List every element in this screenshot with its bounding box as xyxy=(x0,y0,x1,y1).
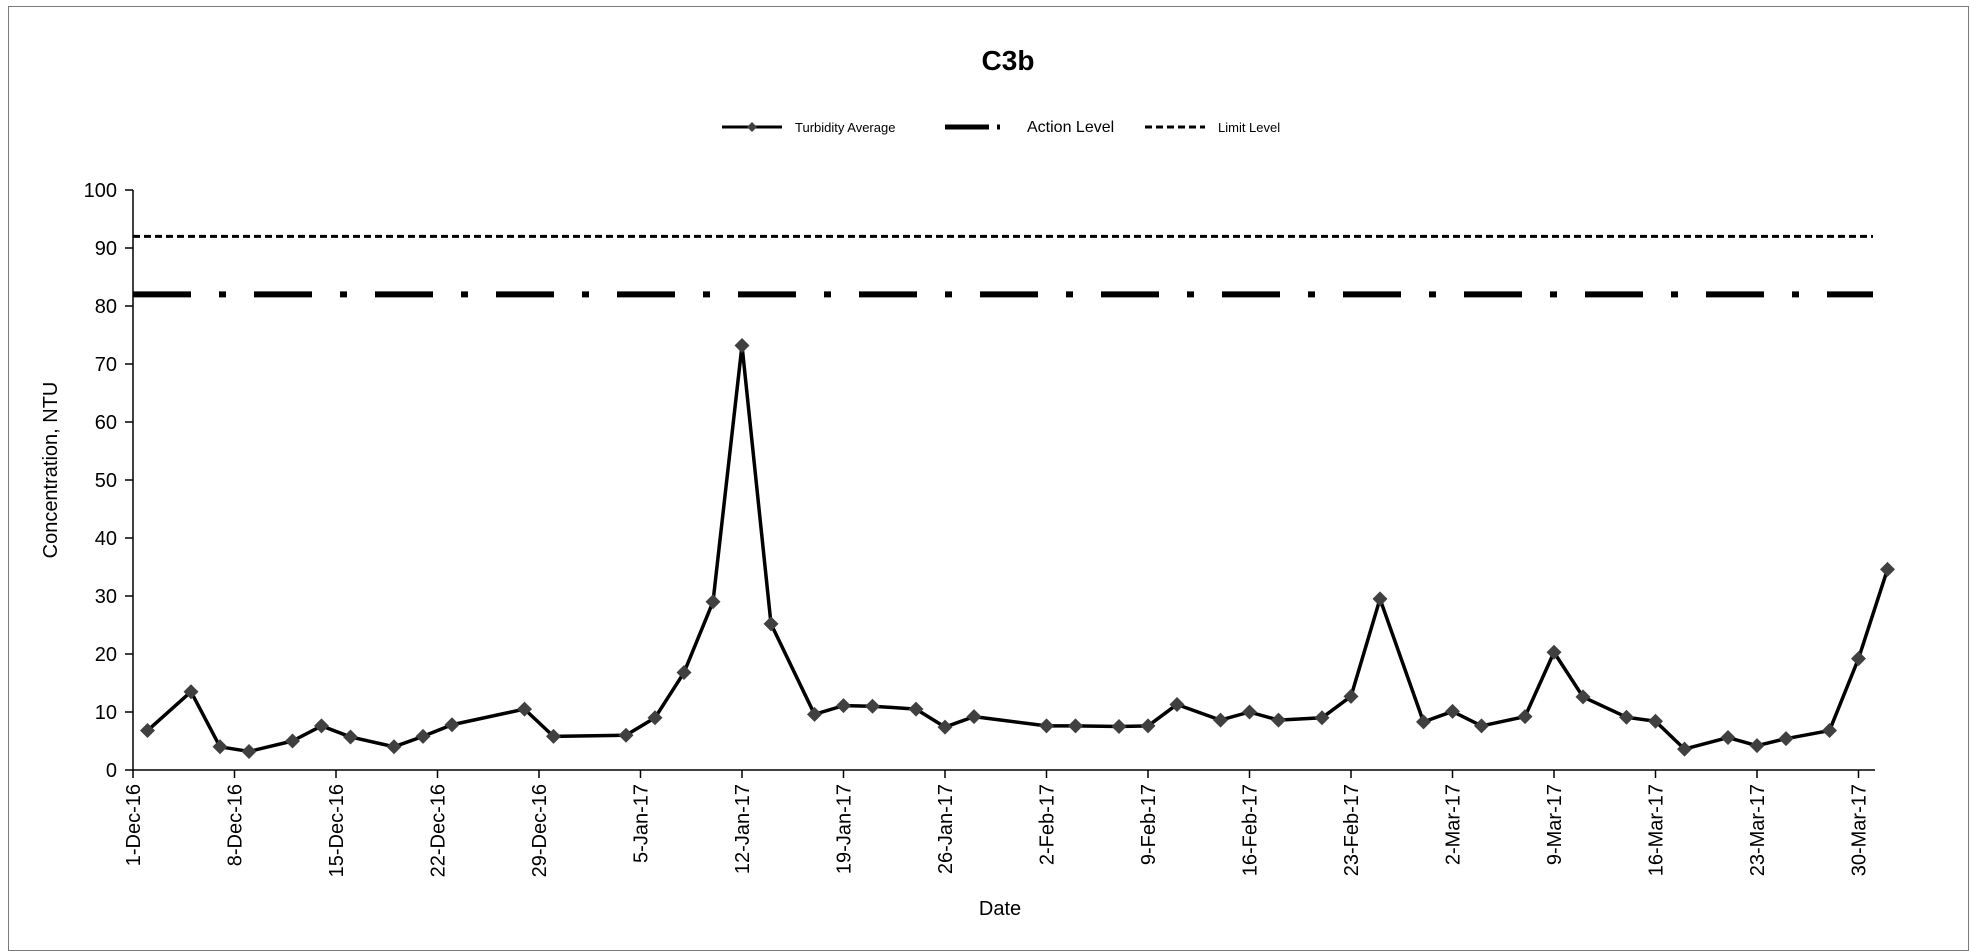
turbidity-point xyxy=(386,739,402,755)
turbidity-point xyxy=(1474,718,1489,734)
turbidity-point xyxy=(807,706,822,722)
turbidity-point xyxy=(1575,689,1591,705)
legend-label-turbidity: Turbidity Average xyxy=(795,120,895,135)
y-tick-label: 20 xyxy=(95,644,117,666)
turbidity-point xyxy=(1314,710,1330,726)
turbidity-point xyxy=(647,710,663,726)
x-tick-label: 23-Mar-17 xyxy=(1747,784,1769,876)
turbidity-point xyxy=(1039,718,1054,734)
y-tick-label: 30 xyxy=(95,586,117,608)
y-tick-label: 40 xyxy=(95,528,117,550)
turbidity-point xyxy=(241,743,257,759)
x-tick-label: 29-Dec-16 xyxy=(529,784,551,877)
legend-item-turbidity: Turbidity Average xyxy=(722,120,895,135)
x-tick-label: 26-Jan-17 xyxy=(935,784,957,874)
x-tick-label: 8-Dec-16 xyxy=(225,784,247,866)
turbidity-point xyxy=(183,684,199,700)
x-tick-label: 30-Mar-17 xyxy=(1849,784,1871,876)
y-axis-label: Concentration, NTU xyxy=(40,382,62,559)
x-tick-label: 9-Feb-17 xyxy=(1138,784,1160,865)
turbidity-point xyxy=(1372,591,1388,607)
turbidity-point xyxy=(212,739,228,755)
y-tick-label: 0 xyxy=(106,760,117,782)
turbidity-point xyxy=(314,718,329,734)
chart-title: C3b xyxy=(982,45,1035,76)
x-tick-label: 5-Jan-17 xyxy=(631,784,653,863)
turbidity-point xyxy=(140,723,155,739)
turbidity-point xyxy=(1749,738,1765,754)
turbidity-point xyxy=(1619,709,1634,725)
legend: Turbidity Average Action Level Limit Lev… xyxy=(722,119,1280,136)
turbidity-point xyxy=(836,698,851,714)
y-tick-label: 50 xyxy=(95,470,117,492)
turbidity-point xyxy=(618,727,634,743)
y-tick-label: 90 xyxy=(95,238,117,260)
turbidity-point xyxy=(546,728,561,744)
turbidity-point xyxy=(1213,712,1228,728)
x-tick-label: 15-Dec-16 xyxy=(326,784,348,877)
turbidity-point xyxy=(1111,719,1127,734)
turbidity-point xyxy=(1068,718,1083,734)
turbidity-point xyxy=(865,698,880,714)
turbidity-series-line xyxy=(146,343,1890,754)
turbidity-point xyxy=(1140,718,1156,734)
turbidity-point xyxy=(1242,704,1257,720)
turbidity-point xyxy=(1169,696,1185,712)
x-axis-label: Date xyxy=(979,898,1021,920)
y-tick-label: 10 xyxy=(95,702,117,724)
legend-marker-diamond-icon xyxy=(747,122,757,132)
turbidity-point xyxy=(1445,703,1460,719)
turbidity-point xyxy=(1546,644,1562,660)
turbidity-point xyxy=(285,733,300,749)
x-tick-label: 16-Feb-17 xyxy=(1240,784,1262,876)
legend-label-action: Action Level xyxy=(1027,119,1114,136)
turbidity-point xyxy=(1677,741,1692,757)
turbidity-point xyxy=(705,594,721,610)
y-tick-label: 100 xyxy=(84,180,117,202)
turbidity-point xyxy=(937,719,953,735)
turbidity-point xyxy=(763,616,779,632)
turbidity-point xyxy=(343,729,358,745)
legend-item-action: Action Level xyxy=(945,119,1114,136)
turbidity-point xyxy=(517,701,532,717)
x-tick-label: 16-Mar-17 xyxy=(1646,784,1668,876)
x-tick-label: 12-Jan-17 xyxy=(732,784,754,874)
x-tick-label: 1-Dec-16 xyxy=(123,784,145,866)
turbidity-point xyxy=(1851,651,1866,667)
turbidity-point xyxy=(1822,723,1837,739)
x-tick-label: 23-Feb-17 xyxy=(1341,784,1363,876)
turbidity-point xyxy=(1720,730,1736,746)
legend-item-limit: Limit Level xyxy=(1145,120,1280,135)
y-tick-label: 70 xyxy=(95,354,117,376)
y-tick-label: 60 xyxy=(95,412,117,434)
plot-area: 0 10 20 30 40 50 60 70 80 90 100 1-Dec-16 8-Dec-16 15… xyxy=(84,180,1895,877)
turbidity-point xyxy=(966,709,982,725)
turbidity-point xyxy=(734,337,750,353)
x-tick-label: 22-Dec-16 xyxy=(428,784,450,877)
x-tick-label: 2-Feb-17 xyxy=(1037,784,1059,865)
turbidity-point xyxy=(1271,712,1286,728)
turbidity-point xyxy=(1343,688,1359,704)
turbidity-point xyxy=(415,728,431,744)
turbidity-point xyxy=(1778,731,1794,747)
y-tick-label: 80 xyxy=(95,296,117,318)
x-tick-label: 9-Mar-17 xyxy=(1544,784,1566,865)
turbidity-point xyxy=(676,665,692,681)
turbidity-point xyxy=(1880,561,1895,577)
x-tick-label: 2-Mar-17 xyxy=(1443,784,1465,865)
turbidity-point xyxy=(1648,713,1663,729)
legend-label-limit: Limit Level xyxy=(1218,120,1280,135)
turbidity-point xyxy=(1517,709,1533,725)
x-tick-label: 19-Jan-17 xyxy=(834,784,856,874)
turbidity-point xyxy=(1416,714,1431,730)
turbidity-point xyxy=(444,717,460,733)
turbidity-point xyxy=(908,701,924,717)
